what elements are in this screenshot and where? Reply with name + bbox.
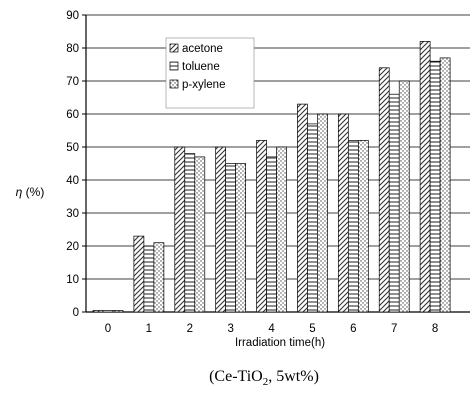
caption-rest: , 5wt%) — [268, 368, 319, 385]
y-tick-label: 20 — [66, 241, 79, 253]
y-tick-label: 60 — [66, 109, 79, 121]
x-tick-label: 0 — [105, 323, 111, 335]
bar-acetone — [297, 103, 308, 313]
y-axis-label-symbol: η — [16, 185, 23, 199]
tick-labels: 0 10 20 30 40 50 60 70 80 90 0 1 2 3 4 5 6 7 8 — [66, 10, 438, 335]
y-axis-label: η (%) — [16, 185, 45, 199]
bar-p-xylene — [357, 140, 369, 313]
bar-toluene — [347, 140, 359, 313]
caption-main: (Ce-TiO — [209, 368, 263, 385]
bar-acetone — [92, 310, 104, 313]
y-tick-label: 10 — [66, 274, 79, 286]
bar-toluene — [388, 93, 400, 313]
legend-label: toluene — [182, 61, 220, 73]
y-tick-label: 0 — [73, 307, 79, 319]
legend: acetone toluene p-xylene — [165, 37, 255, 109]
legend-label: p-xylene — [182, 79, 225, 91]
x-tick-label: 7 — [391, 323, 397, 335]
bar-acetone — [256, 140, 267, 313]
bar-p-xylene — [317, 113, 328, 313]
bar-acetone — [174, 146, 186, 313]
y-tick-label: 50 — [66, 142, 79, 154]
bar-acetone — [419, 41, 431, 313]
y-axis-label-unit: (%) — [22, 185, 44, 199]
y-tick-label: 30 — [66, 208, 79, 220]
bar-p-xylene — [194, 156, 206, 313]
bar-acetone — [133, 235, 145, 313]
bar-toluene — [225, 163, 237, 313]
bar-acetone — [215, 146, 227, 313]
bar-toluene — [143, 245, 155, 313]
legend-label: acetone — [182, 43, 223, 55]
bars — [92, 41, 451, 313]
bar-p-xylene — [439, 57, 451, 313]
x-tick-label: 5 — [309, 323, 315, 335]
y-tick-label: 80 — [66, 43, 79, 55]
bar-toluene — [307, 123, 318, 313]
bar-p-xylene — [112, 310, 124, 313]
bar-toluene — [429, 60, 441, 313]
bar-toluene — [184, 153, 196, 313]
y-tick-label: 70 — [66, 76, 79, 88]
bar-p-xylene — [398, 80, 410, 313]
x-tick-label: 3 — [227, 323, 233, 335]
legend-swatch — [169, 61, 179, 71]
x-tick-label: 2 — [187, 323, 193, 335]
bar-p-xylene — [235, 163, 247, 313]
legend-swatch — [169, 43, 179, 53]
y-tick-label: 90 — [66, 10, 79, 22]
legend-swatch — [169, 79, 179, 89]
chart-caption: (Ce-TiO2, 5wt%) — [209, 368, 319, 388]
bar-acetone — [378, 67, 390, 313]
bar-p-xylene — [153, 242, 165, 313]
bar-p-xylene — [276, 146, 287, 313]
bar-acetone — [337, 113, 349, 313]
bar-toluene — [102, 310, 114, 313]
y-tick-label: 40 — [66, 175, 79, 187]
x-tick-label: 8 — [432, 323, 438, 335]
x-axis-label: Irradiation time(h) — [235, 337, 325, 349]
legend-box — [165, 37, 255, 109]
x-tick-label: 4 — [268, 323, 275, 335]
x-tick-label: 1 — [146, 323, 152, 335]
bar-toluene — [266, 156, 277, 313]
x-tick-label: 6 — [350, 323, 356, 335]
caption-subscript: 2 — [263, 376, 269, 388]
